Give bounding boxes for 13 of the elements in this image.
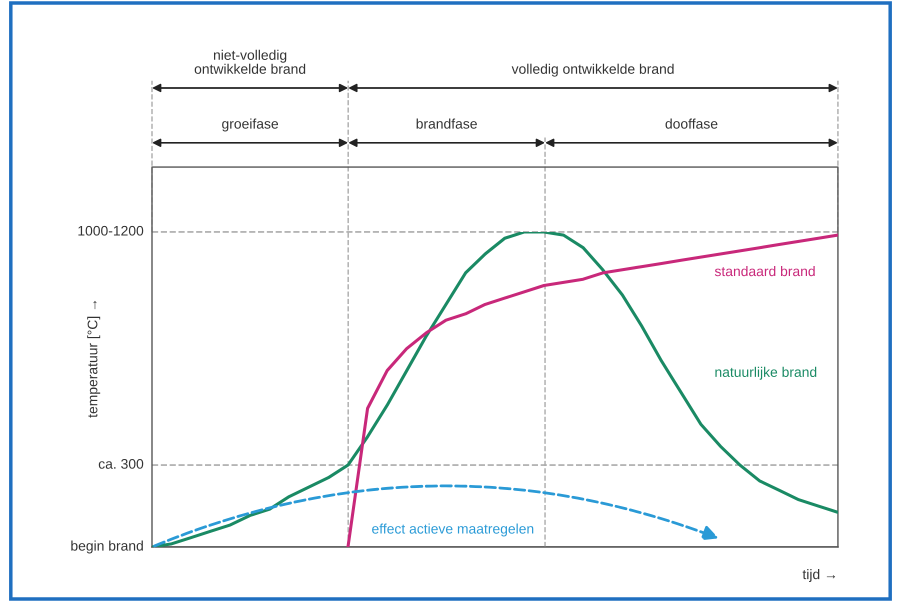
ref-line-label: ca. 300 — [98, 458, 144, 469]
text: temperatuur [°C] → — [87, 300, 100, 418]
ref-line-label: 1000-1200 — [78, 226, 144, 236]
text: niet-volledig ontwikkelde brand — [194, 50, 306, 74]
text: natuurlijke brand — [715, 366, 816, 380]
text: dooffase — [666, 118, 718, 129]
annotation: effect actieve maatregelen — [372, 523, 534, 536]
text: volledig ontwikkelde brand — [512, 64, 674, 77]
x-axis-title: tijd → — [802, 569, 836, 582]
ref-line-label: begin brand — [71, 540, 143, 554]
text: brandfase — [416, 118, 477, 129]
text: groeifase — [222, 118, 278, 132]
series-label: standaard brand — [714, 266, 815, 276]
